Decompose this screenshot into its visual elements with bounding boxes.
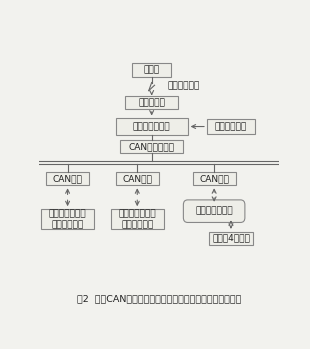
Text: 左腿力传感器和
脚底力传感器: 左腿力传感器和 脚底力传感器	[49, 209, 86, 229]
Text: CAN总线适配卡: CAN总线适配卡	[129, 142, 175, 151]
Text: 监控端: 监控端	[144, 66, 160, 75]
FancyBboxPatch shape	[116, 118, 188, 135]
FancyBboxPatch shape	[132, 63, 171, 77]
FancyBboxPatch shape	[193, 172, 236, 185]
FancyBboxPatch shape	[116, 172, 159, 185]
FancyBboxPatch shape	[207, 119, 255, 134]
Text: 直流电机驱动网: 直流电机驱动网	[195, 207, 233, 216]
Text: CAN节点: CAN节点	[122, 174, 152, 184]
Text: CAN节点: CAN节点	[53, 174, 82, 184]
FancyBboxPatch shape	[46, 172, 89, 185]
Text: 上层控制计算机: 上层控制计算机	[133, 122, 171, 131]
FancyBboxPatch shape	[111, 209, 164, 229]
FancyBboxPatch shape	[184, 200, 245, 222]
Text: 左右腿4个电机: 左右腿4个电机	[212, 233, 250, 243]
Text: 电源管理模块: 电源管理模块	[215, 122, 247, 131]
FancyBboxPatch shape	[209, 232, 253, 245]
Text: 右腿力传感器和
脚底力传感器: 右腿力传感器和 脚底力传感器	[118, 209, 156, 229]
Text: 图2  基于CAN总线的可穿戴型下肢助力机器人控制系统框图: 图2 基于CAN总线的可穿戴型下肢助力机器人控制系统框图	[77, 294, 241, 303]
FancyBboxPatch shape	[120, 140, 183, 153]
Text: CAN节点: CAN节点	[199, 174, 229, 184]
Text: 无线局域网络: 无线局域网络	[167, 82, 200, 91]
Text: 无线通信卡: 无线通信卡	[138, 98, 165, 107]
FancyBboxPatch shape	[125, 96, 178, 109]
FancyBboxPatch shape	[41, 209, 94, 229]
